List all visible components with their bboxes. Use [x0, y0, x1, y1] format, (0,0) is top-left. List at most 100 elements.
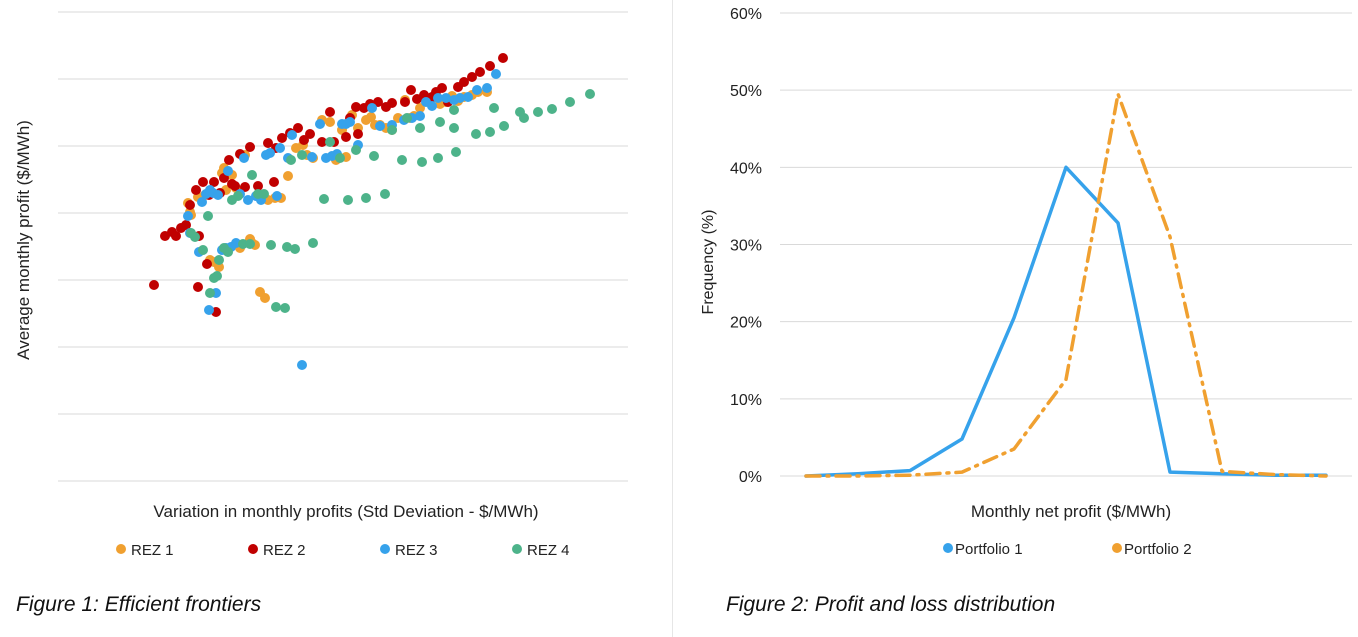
series-lines: [804, 92, 1328, 478]
rez3-point: [463, 92, 473, 102]
y-tick-label: 20%: [730, 315, 762, 332]
rez3-point: [243, 195, 253, 205]
rez4-point: [280, 303, 290, 313]
rez2-point: [253, 181, 263, 191]
rez3-point: [204, 305, 214, 315]
efficient-frontiers-chart: Average monthly profit ($/MWh) Variation…: [14, 11, 628, 559]
rez2-point: [263, 138, 273, 148]
rez4-point: [433, 153, 443, 163]
rez2-point: [459, 77, 469, 87]
panel-divider: [672, 0, 673, 637]
rez4-point: [286, 155, 296, 165]
rez4-point: [233, 191, 243, 201]
rez2-point: [181, 220, 191, 230]
rez3-point: [272, 191, 282, 201]
y-axis-label: Average monthly profit ($/MWh): [14, 120, 33, 360]
rez3-point: [197, 197, 207, 207]
rez4-point: [190, 232, 200, 242]
legend-marker: [248, 544, 258, 554]
rez3-point: [315, 119, 325, 129]
rez2-point: [149, 280, 159, 290]
rez4-point: [533, 107, 543, 117]
rez4-point: [223, 247, 233, 257]
portfolio2-line: [804, 92, 1328, 478]
rez3-point: [239, 153, 249, 163]
legend-label: REZ 2: [263, 542, 306, 559]
rez4-point: [361, 193, 371, 203]
rez1-point: [260, 293, 270, 303]
rez4-point: [449, 105, 459, 115]
rez2-point: [325, 107, 335, 117]
rez3-point: [287, 130, 297, 140]
rez4-point: [212, 271, 222, 281]
rez3-point: [367, 103, 377, 113]
rez4-point: [369, 151, 379, 161]
figure1-caption: Figure 1: Efficient frontiers: [16, 593, 262, 616]
rez4-point: [335, 153, 345, 163]
rez2-point: [185, 200, 195, 210]
rez2-point: [191, 185, 201, 195]
rez3-point: [455, 93, 465, 103]
rez4-point: [343, 195, 353, 205]
rez4-point: [489, 103, 499, 113]
rez2-point: [317, 137, 327, 147]
rez4-point: [451, 147, 461, 157]
y-axis-label: Frequency (%): [700, 210, 717, 315]
rez2-point: [293, 123, 303, 133]
rez2-point: [277, 133, 287, 143]
rez2-point: [400, 97, 410, 107]
rez4-point: [238, 239, 248, 249]
rez2-point: [202, 259, 212, 269]
rez3-point: [415, 111, 425, 121]
figure2-caption: Figure 2: Profit and loss distribution: [726, 593, 1056, 616]
gridlines: [780, 12, 1352, 477]
rez2-point: [341, 132, 351, 142]
legend: REZ 1 REZ 2 REZ 3 REZ 4: [116, 542, 570, 559]
rez4-point: [290, 244, 300, 254]
rez2-point: [353, 129, 363, 139]
rez2-point: [209, 177, 219, 187]
rez4-point: [205, 288, 215, 298]
scatter-points: [149, 53, 595, 370]
rez4-point: [325, 137, 335, 147]
x-axis-label: Monthly net profit ($/MWh): [971, 502, 1171, 521]
rez3-point: [345, 117, 355, 127]
legend-marker: [116, 544, 126, 554]
x-axis-label: Variation in monthly profits (Std Deviat…: [153, 502, 538, 521]
rez1-point: [325, 117, 335, 127]
rez3-point: [441, 93, 451, 103]
legend-marker: [380, 544, 390, 554]
rez1-point: [283, 171, 293, 181]
rez4-point: [402, 113, 412, 123]
legend-label: REZ 4: [527, 542, 570, 559]
rez4-point: [417, 157, 427, 167]
y-tick-label: 60%: [730, 6, 762, 23]
rez2-point: [475, 67, 485, 77]
y-tick-labels: 0% 10% 20% 30% 40% 50% 60%: [730, 6, 762, 486]
rez2-point: [498, 53, 508, 63]
rez4-point: [203, 211, 213, 221]
rez3-point: [433, 93, 443, 103]
rez4-point: [297, 150, 307, 160]
rez4-point: [198, 245, 208, 255]
rez4-point: [259, 189, 269, 199]
rez3-point: [213, 190, 223, 200]
rez3-point: [491, 69, 501, 79]
legend-marker: [1112, 543, 1122, 553]
rez3-point: [307, 152, 317, 162]
rez4-point: [271, 302, 281, 312]
rez2-point: [224, 155, 234, 165]
rez3-point: [183, 211, 193, 221]
rez4-point: [319, 194, 329, 204]
legend-label: REZ 1: [131, 542, 174, 559]
rez2-point: [351, 102, 361, 112]
rez4-point: [397, 155, 407, 165]
rez1-point: [214, 262, 224, 272]
rez2-point: [467, 72, 477, 82]
rez4-point: [585, 89, 595, 99]
rez2-point: [230, 181, 240, 191]
rez3-point: [482, 83, 492, 93]
rez2-point: [240, 182, 250, 192]
rez4-point: [449, 123, 459, 133]
